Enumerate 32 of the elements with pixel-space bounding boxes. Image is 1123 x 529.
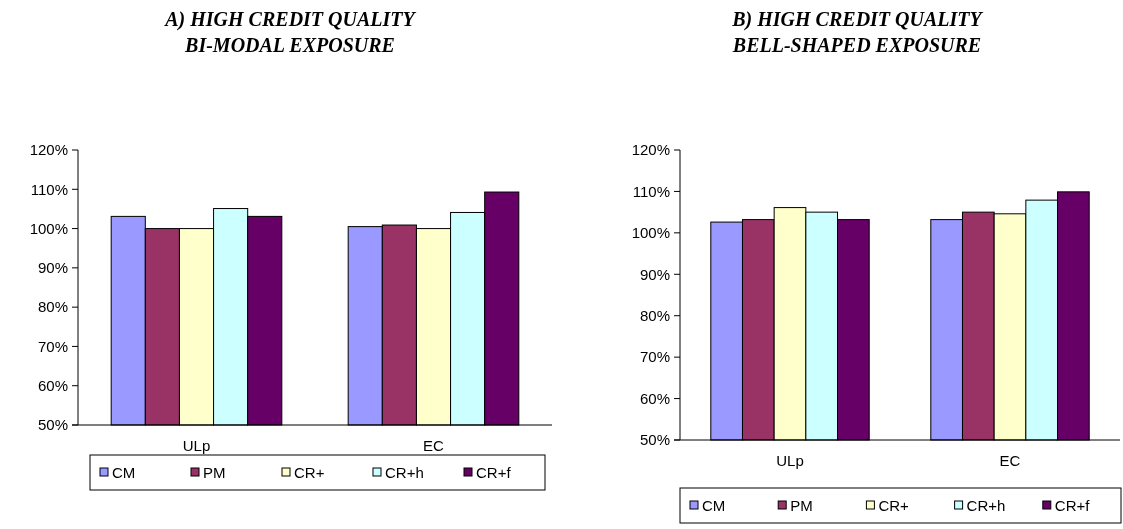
legend-label: CR+f bbox=[1054, 497, 1091, 515]
x-tick-label: EC bbox=[423, 437, 445, 454]
legend-label: CM bbox=[112, 464, 136, 482]
y-tick-label: 70% bbox=[639, 348, 670, 366]
x-tick-label: ULp bbox=[776, 452, 804, 469]
y-tick-label: 80% bbox=[639, 306, 670, 324]
y-tick-label: 70% bbox=[37, 337, 68, 355]
y-tick-label: 100% bbox=[29, 219, 68, 237]
x-tick-label: EC bbox=[999, 452, 1021, 469]
legend-label: CR+ bbox=[878, 497, 910, 515]
legend-label: PM bbox=[203, 464, 226, 482]
y-tick-label: 90% bbox=[37, 259, 68, 277]
legend-label: PM bbox=[790, 497, 813, 515]
y-tick-label: 120% bbox=[631, 141, 670, 159]
legend-label: CR+ bbox=[294, 464, 325, 482]
chart-title: A) HIGH CREDIT QUALITY BI-MODAL EXPOSURE bbox=[163, 8, 417, 56]
y-tick-label: 120% bbox=[29, 141, 68, 159]
legend-label: CR+h bbox=[385, 464, 424, 482]
y-tick-label: 100% bbox=[631, 224, 670, 242]
y-tick-label: 110% bbox=[30, 180, 68, 198]
x-tick-label: ULp bbox=[182, 437, 211, 454]
y-tick-label: 110% bbox=[632, 182, 670, 200]
y-tick-label: 60% bbox=[37, 376, 68, 394]
legend-label: CR+f bbox=[476, 464, 512, 482]
y-tick-label: 90% bbox=[639, 265, 670, 283]
chart-title: B) HIGH CREDIT QUALITY BELL-SHAPED EXPOSURE bbox=[731, 8, 984, 56]
legend-label: CM bbox=[702, 497, 726, 515]
y-tick-label: 50% bbox=[639, 431, 670, 449]
y-tick-label: 60% bbox=[639, 389, 670, 407]
legend-label: CR+h bbox=[966, 497, 1006, 515]
y-tick-label: 80% bbox=[37, 298, 68, 316]
y-tick-label: 50% bbox=[37, 416, 68, 434]
